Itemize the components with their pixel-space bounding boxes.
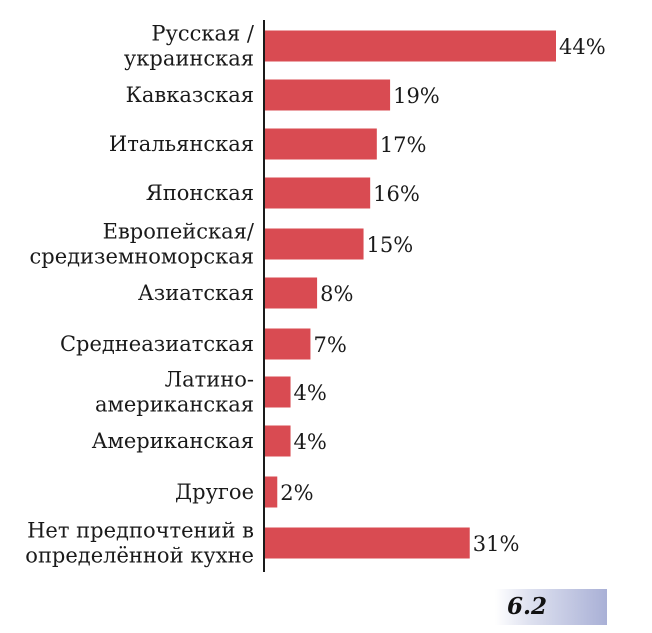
bar-3 <box>264 128 377 160</box>
value-label-8: 4% <box>294 381 327 405</box>
bar-9 <box>264 425 291 457</box>
category-labels-layer: Русская /украинская Кавказская Итальянская… <box>25 22 255 568</box>
category-label-1-line-1: Русская / <box>151 22 255 46</box>
category-label-9-line-1: Американская <box>92 429 254 453</box>
bar-8 <box>264 376 291 408</box>
category-label-1-line-2: украинская <box>124 47 254 71</box>
figure-number: 6.2 <box>507 593 548 620</box>
value-label-3: 17% <box>380 133 427 157</box>
bar-7 <box>264 328 311 360</box>
category-label-8-line-2: американская <box>95 393 254 417</box>
value-label-7: 7% <box>313 333 346 357</box>
value-label-1: 44% <box>559 35 606 59</box>
category-label-11-line-2: определённой кухне <box>25 544 254 568</box>
category-label-5-line-1: Европейская/ <box>103 220 255 244</box>
category-label-7-line-1: Среднеазиатская <box>60 332 254 356</box>
value-label-10: 2% <box>280 481 313 505</box>
category-label-4-line-1: Японская <box>146 181 254 205</box>
bar-4 <box>264 177 371 209</box>
bar-2 <box>264 79 391 111</box>
value-label-4: 16% <box>373 182 420 206</box>
bar-6 <box>264 277 318 309</box>
category-label-2-line-1: Кавказская <box>126 83 254 107</box>
category-label-8-line-1: Латино- <box>165 368 254 392</box>
bars-layer <box>264 30 556 559</box>
category-label-5-line-2: средиземноморская <box>30 245 255 269</box>
value-label-2: 19% <box>393 84 440 108</box>
category-label-3-line-1: Итальянская <box>109 132 254 156</box>
bar-5 <box>264 228 364 260</box>
bar-11 <box>264 527 470 559</box>
value-labels-layer: 44% 19% 17% 16% 15% 8% 7% 4% 4% 2% 31% <box>280 35 605 556</box>
figure-number-badge: 6.2 <box>495 589 607 625</box>
category-label-10-line-1: Другое <box>175 480 254 504</box>
bar-10 <box>264 476 278 508</box>
value-label-11: 31% <box>473 532 520 556</box>
category-label-11-line-1: Нет предпочтений в <box>27 519 254 543</box>
bar-1 <box>264 30 556 62</box>
value-label-9: 4% <box>294 430 327 454</box>
category-label-6-line-1: Азиатская <box>138 281 254 305</box>
value-label-6: 8% <box>320 282 353 306</box>
value-label-5: 15% <box>367 233 414 257</box>
